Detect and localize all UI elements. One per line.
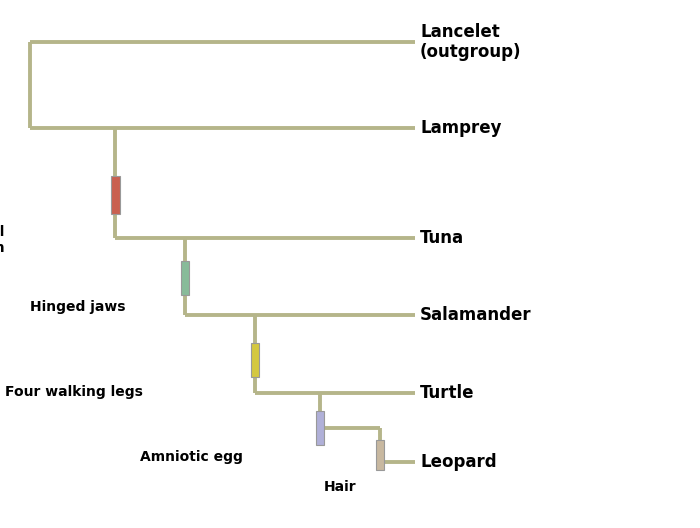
Text: Four walking legs: Four walking legs [5, 385, 143, 399]
Text: Turtle: Turtle [420, 384, 475, 402]
Bar [111, 176, 120, 214]
Bar [181, 261, 189, 295]
Text: Amniotic egg: Amniotic egg [140, 450, 243, 464]
Bar [376, 440, 384, 470]
Text: Lancelet
(outgroup): Lancelet (outgroup) [420, 23, 522, 61]
Text: Salamander: Salamander [420, 306, 531, 324]
Text: Tuna: Tuna [420, 229, 464, 247]
Bar [251, 343, 259, 377]
Bar [316, 411, 324, 445]
Text: Leopard: Leopard [420, 453, 496, 471]
Text: Hinged jaws: Hinged jaws [30, 300, 125, 314]
Text: Lamprey: Lamprey [420, 119, 501, 137]
Text: Hair: Hair [323, 480, 356, 494]
Text: Vertebral
column: Vertebral column [0, 225, 5, 255]
